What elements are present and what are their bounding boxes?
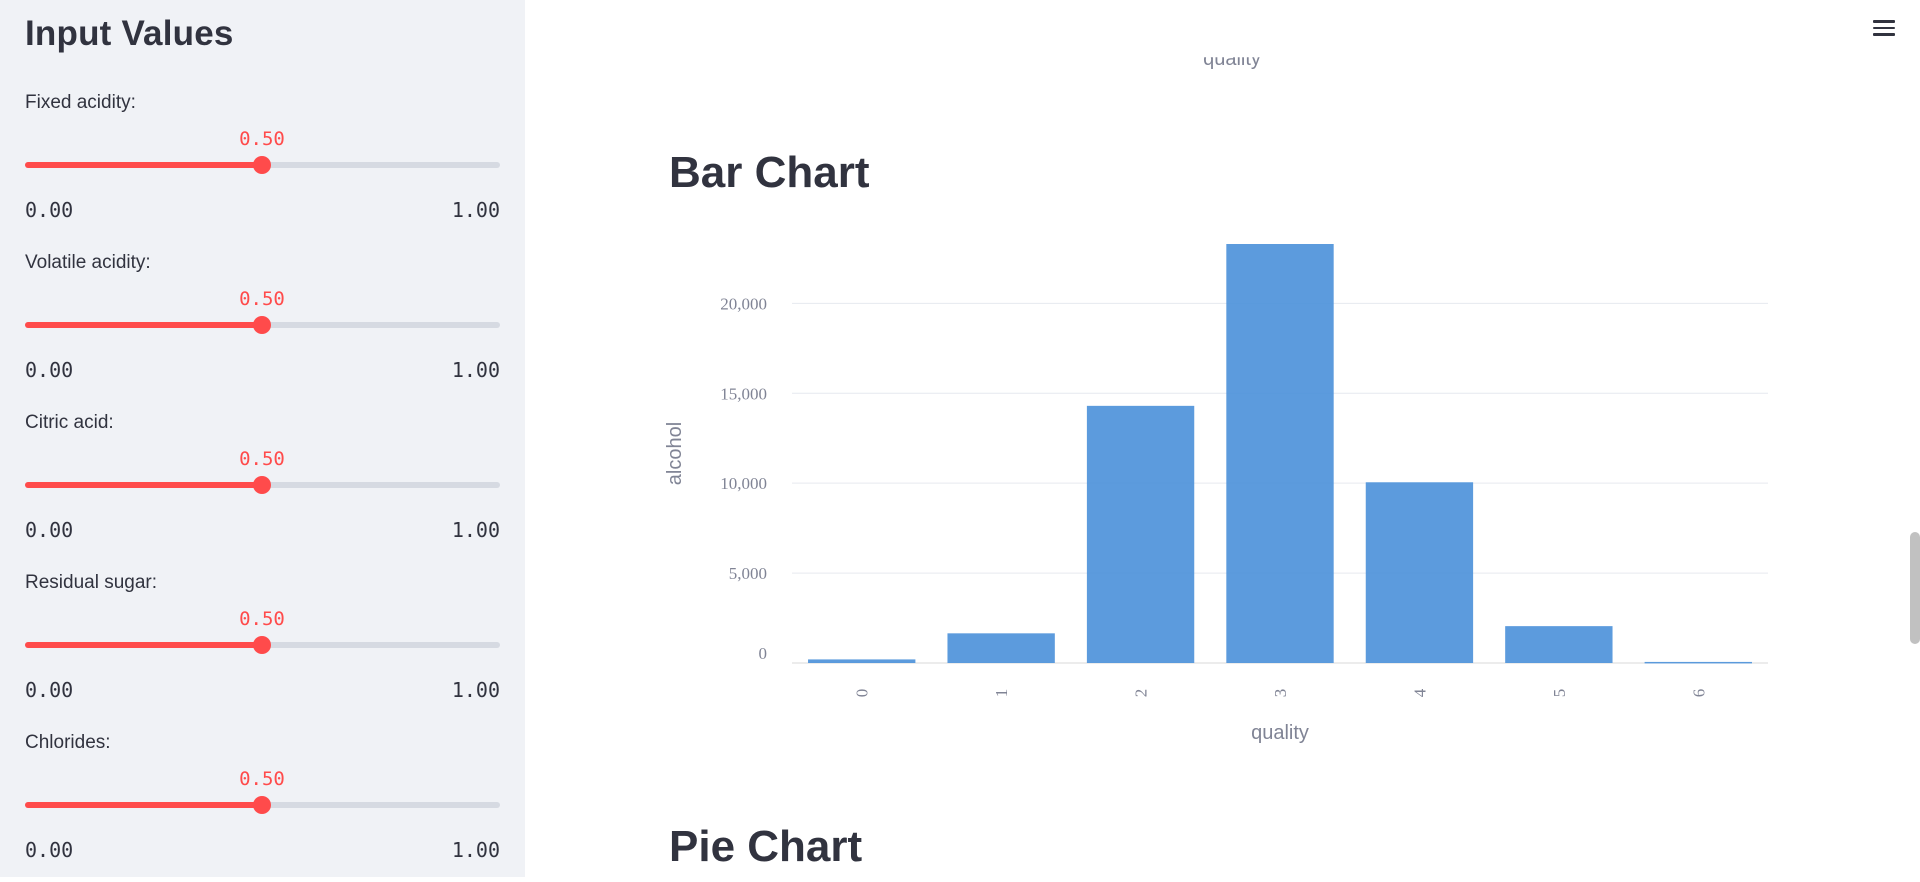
chart-bar[interactable]	[1086, 405, 1195, 663]
chart-x-tick-label: 3	[1271, 689, 1290, 698]
slider-track[interactable]	[25, 796, 500, 814]
slider-track[interactable]	[25, 316, 500, 334]
slider-min: 0.00	[25, 518, 74, 542]
scrollbar-thumb[interactable]	[1910, 532, 1920, 644]
bar-chart: 0 5,000 10,000 15,000 20,000 0 1 2 3 4 5 6 alcohol…	[664, 244, 1768, 744]
chart-y-tick-label: 20,000	[720, 294, 767, 313]
slider-fill	[25, 322, 262, 328]
chart-y-axis-label: alcohol	[664, 422, 686, 485]
chart-x-tick-label: 0	[853, 689, 872, 698]
chart-bar[interactable]	[1644, 661, 1752, 664]
slider-fill	[25, 642, 262, 648]
chart-x-axis-label: quality	[1251, 722, 1309, 744]
slider-track[interactable]	[25, 476, 500, 494]
slider-fixed-acidity: Fixed acidity: 0.50 0.00 1.00	[25, 92, 500, 242]
slider-label: Fixed acidity:	[25, 92, 136, 113]
slider-label: Chlorides:	[25, 732, 111, 753]
slider-max: 1.00	[451, 678, 500, 702]
chart-bar[interactable]	[947, 633, 1055, 663]
chart-x-ticks: 0 1 2 3 4 5 6	[853, 688, 1709, 697]
slider-value: 0.50	[239, 448, 285, 470]
slider-max: 1.00	[451, 198, 500, 222]
slider-thumb[interactable]	[253, 796, 271, 814]
slider-volatile-acidity: Volatile acidity: 0.50 0.00 1.00	[25, 252, 500, 402]
chart-y-ticks: 0 5,000 10,000 15,000 20,000	[720, 294, 767, 663]
slider-min: 0.00	[25, 838, 74, 862]
hamburger-menu-icon[interactable]	[1870, 16, 1898, 40]
chart-y-tick-label: 15,000	[720, 384, 767, 403]
bar-chart-heading: Bar Chart	[669, 148, 870, 197]
slider-value: 0.50	[239, 288, 285, 310]
slider-track[interactable]	[25, 156, 500, 174]
chart-bars	[808, 244, 1752, 664]
chart-x-tick-label: 1	[992, 689, 1011, 698]
slider-fill	[25, 162, 262, 168]
slider-thumb[interactable]	[253, 156, 271, 174]
chart-y-tick-label: 10,000	[720, 474, 767, 493]
slider-max: 1.00	[451, 838, 500, 862]
chart-x-tick-label: 6	[1689, 689, 1708, 698]
slider-track[interactable]	[25, 636, 500, 654]
slider-label: Residual sugar:	[25, 572, 158, 593]
chart-y-tick-label: 5,000	[729, 564, 767, 583]
slider-value: 0.50	[239, 128, 285, 150]
chart-bar[interactable]	[1226, 244, 1334, 663]
slider-label: Volatile acidity:	[25, 252, 151, 273]
slider-thumb[interactable]	[253, 636, 271, 654]
slider-fill	[25, 802, 262, 808]
slider-min: 0.00	[25, 198, 74, 222]
slider-thumb[interactable]	[253, 476, 271, 494]
chart-bar[interactable]	[1365, 482, 1474, 663]
slider-thumb[interactable]	[253, 316, 271, 334]
slider-min: 0.00	[25, 358, 74, 382]
chart-x-tick-label: 5	[1550, 689, 1569, 698]
sidebar: Input Values Fixed acidity: 0.50 0.00 1.…	[0, 0, 525, 877]
chart-x-tick-label: 2	[1132, 689, 1151, 698]
slider-fill	[25, 482, 262, 488]
slider-value: 0.50	[239, 768, 285, 790]
slider-chlorides: Chlorides: 0.50 0.00 1.00	[25, 732, 500, 882]
chart-bar[interactable]	[1505, 626, 1613, 663]
slider-residual-sugar: Residual sugar: 0.50 0.00 1.00	[25, 572, 500, 722]
chart-x-tick-label: 4	[1410, 688, 1429, 697]
previous-chart-xlabel: quality	[1203, 48, 1261, 70]
slider-value: 0.50	[239, 608, 285, 630]
slider-max: 1.00	[451, 518, 500, 542]
sidebar-title: Input Values	[25, 14, 234, 53]
chart-y-tick-label: 0	[759, 644, 768, 663]
slider-min: 0.00	[25, 678, 74, 702]
slider-max: 1.00	[451, 358, 500, 382]
chart-bar[interactable]	[808, 659, 916, 663]
slider-citric-acid: Citric acid: 0.50 0.00 1.00	[25, 412, 500, 562]
slider-label: Citric acid:	[25, 412, 114, 433]
pie-chart-heading: Pie Chart	[669, 822, 863, 871]
